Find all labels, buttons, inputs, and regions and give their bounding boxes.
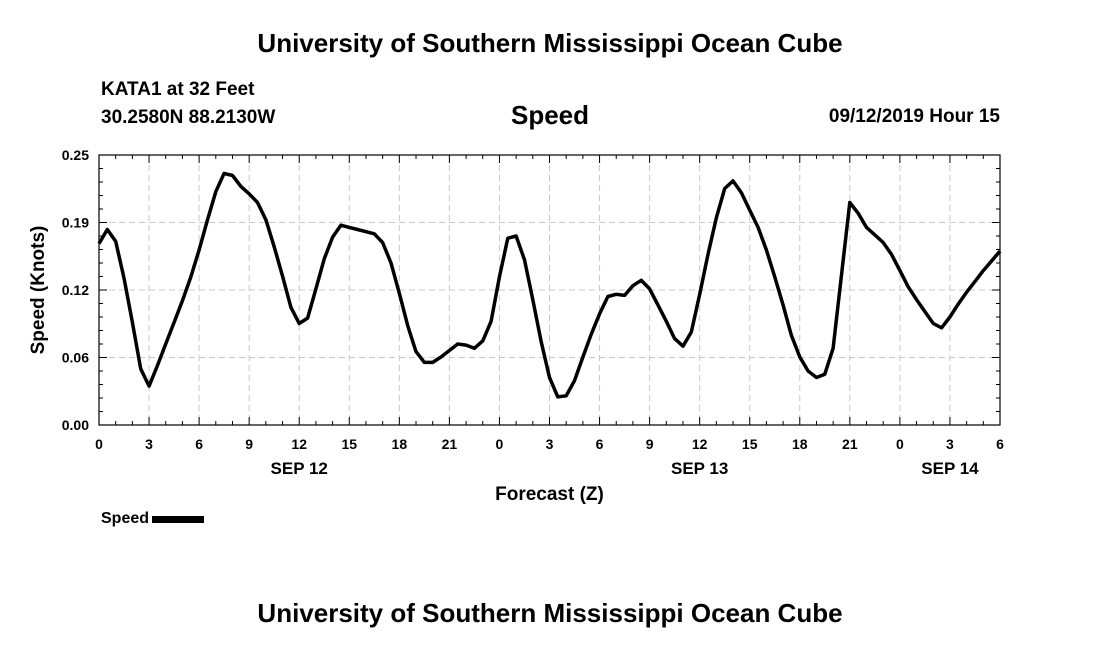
plot-frame bbox=[98, 154, 1001, 426]
x-tick-label: 15 bbox=[341, 436, 357, 452]
x-tick-label: 12 bbox=[692, 436, 708, 452]
x-tick-label: 3 bbox=[546, 436, 554, 452]
x-tick-label: 6 bbox=[195, 436, 203, 452]
y-tick-label: 0.12 bbox=[62, 282, 89, 298]
x-tick-label: 6 bbox=[996, 436, 1004, 452]
date-label: SEP 13 bbox=[671, 459, 728, 478]
y-tick-label: 0.19 bbox=[62, 215, 89, 231]
forecast-datetime: 09/12/2019 Hour 15 bbox=[828, 106, 1000, 127]
x-tick-label: 3 bbox=[145, 436, 153, 452]
station-coords: 30.2580N 88.2130W bbox=[101, 107, 276, 128]
x-tick-label: 0 bbox=[896, 436, 904, 452]
x-axis-label: Forecast (Z) bbox=[495, 484, 604, 505]
legend-swatch bbox=[152, 515, 205, 523]
y-tick-label: 0.25 bbox=[62, 147, 89, 163]
legend-label: Speed bbox=[101, 510, 150, 527]
date-label: SEP 12 bbox=[271, 459, 328, 478]
x-tick-label: 21 bbox=[442, 436, 458, 452]
page-title: University of Southern Mississippi Ocean… bbox=[257, 28, 843, 58]
x-tick-label: 0 bbox=[95, 436, 103, 452]
x-tick-label: 0 bbox=[496, 436, 504, 452]
x-tick-label: 6 bbox=[596, 436, 604, 452]
x-tick-label: 9 bbox=[245, 436, 253, 452]
x-tick-label: 18 bbox=[792, 436, 808, 452]
x-tick-label: 12 bbox=[291, 436, 307, 452]
x-tick-label: 9 bbox=[646, 436, 654, 452]
station-info: KATA1 at 32 Feet 30.2580N 88.2130W bbox=[101, 76, 275, 132]
x-tick-label: 3 bbox=[946, 436, 954, 452]
footer-title: University of Southern Mississippi Ocean… bbox=[257, 598, 843, 628]
station-name: KATA1 at 32 Feet bbox=[101, 79, 255, 100]
y-tick-label: 0.00 bbox=[62, 417, 89, 433]
x-tick-label: 15 bbox=[742, 436, 758, 452]
x-tick-label: 18 bbox=[392, 436, 408, 452]
y-axis-label: Speed (Knots) bbox=[28, 226, 49, 355]
x-tick-label: 21 bbox=[842, 436, 858, 452]
speed-series-line bbox=[97, 171, 1002, 399]
date-label: SEP 14 bbox=[921, 459, 979, 478]
legend: Speed bbox=[101, 510, 205, 528]
y-tick-label: 0.06 bbox=[62, 350, 89, 366]
chart-title: Speed bbox=[510, 100, 590, 130]
